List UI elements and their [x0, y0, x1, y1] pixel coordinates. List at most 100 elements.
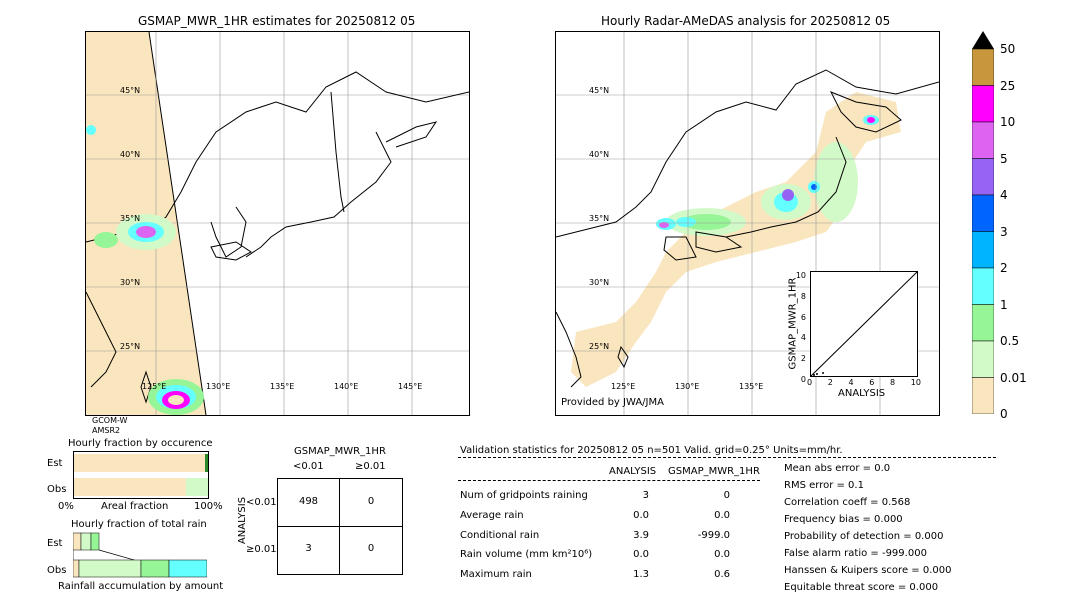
- left-lat-label: 45°N: [120, 86, 140, 95]
- occurrence-obs-label: Obs: [47, 484, 67, 495]
- validation-row-analysis: 0.0: [633, 549, 649, 560]
- left-lat-label: 25°N: [120, 342, 140, 351]
- satellite-label: GCOM-W: [92, 416, 128, 425]
- right-map-title: Hourly Radar-AMeDAS analysis for 2025081…: [601, 14, 891, 28]
- inset-xlabel: ANALYSIS: [838, 388, 886, 399]
- colorbar-label: 0.01: [1000, 371, 1027, 385]
- left-lat-label: 35°N: [120, 214, 140, 223]
- validation-row-label: Average rain: [460, 510, 524, 521]
- contingency-col2: ≥0.01: [355, 461, 386, 472]
- occurrence-axis-left: 0%: [58, 501, 74, 512]
- validation-col-gsmap: GSMAP_MWR_1HR: [668, 466, 760, 477]
- sensor-label: AMSR2: [92, 426, 121, 435]
- inset-scatter-plot: [810, 271, 918, 377]
- occurrence-axis-label: Areal fraction: [101, 501, 169, 512]
- validation-row-gsmap: 0.0: [714, 549, 730, 560]
- inset-x-tick: 6: [869, 378, 875, 387]
- left-rain: [86, 125, 204, 415]
- left-lon-label: 145°E: [398, 382, 422, 391]
- colorbar-label: 0.5: [1000, 334, 1020, 348]
- left-lon-label: 140°E: [334, 382, 358, 391]
- contingency-cell: 0: [367, 496, 375, 507]
- provider-label: Provided by JWA/JMA: [561, 397, 664, 408]
- inset-y-tick: 10: [795, 271, 806, 280]
- score-line: Probability of detection = 0.000: [784, 531, 944, 542]
- colorbar-label: 3: [1000, 225, 1008, 239]
- total-rain-chart: [73, 532, 207, 578]
- validation-row-gsmap: 0: [723, 490, 730, 501]
- left-lon-label: 135°E: [270, 382, 294, 391]
- inset-y-tick: 0: [800, 374, 806, 384]
- score-line: Frequency bias = 0.000: [784, 514, 903, 525]
- right-map: 45°N 40°N 35°N 30°N 25°N 125°E 130°E 135…: [555, 31, 940, 416]
- score-line: Correlation coeff = 0.568: [784, 497, 911, 508]
- validation-row-analysis: 0.0: [633, 510, 649, 521]
- colorbar-label: 4: [1000, 188, 1008, 202]
- right-coastlines: [556, 69, 939, 388]
- right-lon-label: 130°E: [675, 382, 699, 391]
- score-line: RMS error = 0.1: [784, 480, 864, 491]
- validation-row-label: Conditional rain: [460, 530, 540, 541]
- total-rain-obs-label: Obs: [47, 565, 67, 576]
- validation-row-gsmap: -999.0: [697, 530, 730, 541]
- inset-y-tick: 6: [800, 312, 806, 322]
- validation-subdivider: [458, 480, 760, 481]
- occurrence-est-label: Est: [47, 458, 63, 469]
- inset-y-tick: 4: [800, 333, 806, 343]
- right-grid: [556, 32, 939, 415]
- colorbar-label: 2: [1000, 261, 1008, 275]
- right-lat-label: 45°N: [589, 86, 609, 95]
- colorbar: [972, 31, 994, 414]
- contingency-cell: 3: [305, 543, 312, 554]
- inset-y-ticks: 10 8 6 4 2 0: [794, 266, 806, 391]
- inset-x-tick: 0: [807, 378, 813, 387]
- validation-row-analysis: 1.3: [633, 569, 649, 580]
- score-line: Hanssen & Kuipers score = 0.000: [784, 565, 952, 576]
- right-lat-label: 30°N: [589, 278, 609, 287]
- colorbar-arrow: [972, 31, 994, 49]
- occurrence-chart: [73, 451, 209, 499]
- occurrence-obs-bar: [74, 478, 187, 496]
- occurrence-axis-right: 100%: [194, 501, 223, 512]
- left-lat-label: 40°N: [120, 150, 140, 159]
- validation-row-label: Maximum rain: [460, 569, 532, 580]
- colorbar-label: 10: [1000, 115, 1016, 129]
- colorbar-label: 1: [1000, 298, 1008, 312]
- total-rain-title: Hourly fraction of total rain: [71, 519, 207, 530]
- occurrence-est-bar: [74, 454, 206, 472]
- contingency-table: 498 0 3 0: [277, 478, 403, 575]
- total-rain-est-label: Est: [47, 538, 63, 549]
- score-line: Equitable threat score = 0.000: [784, 582, 939, 593]
- inset-x-tick: 2: [827, 378, 833, 387]
- colorbar-label: 0: [1000, 407, 1008, 421]
- left-map-canvas: 45°N 40°N 35°N 30°N 25°N 125°E 130°E 135…: [86, 32, 469, 415]
- colorbar-label: 50: [1000, 42, 1016, 56]
- colorbar-label: 5: [1000, 152, 1008, 166]
- inset-x-tick: 10: [910, 378, 921, 387]
- contingency-col1: <0.01: [293, 461, 324, 472]
- right-lat-label: 35°N: [589, 214, 609, 223]
- inset-y-tick: 8: [800, 291, 806, 301]
- left-lat-label: 30°N: [120, 278, 140, 287]
- validation-row-analysis: 3.9: [633, 530, 649, 541]
- occurrence-est-wet: [205, 454, 208, 472]
- inset-x-tick: 4: [848, 378, 854, 387]
- occurrence-obs-wet: [186, 478, 208, 496]
- inset-x-ticks: 0 2 4 6 8 10: [807, 378, 921, 387]
- inset-ylabel: GSMAP_MWR_1HR: [787, 277, 799, 370]
- left-lon-label: 125°E: [142, 382, 166, 391]
- contingency-title: GSMAP_MWR_1HR: [294, 446, 386, 457]
- left-lon-label: 130°E: [206, 382, 230, 391]
- analysis-rain: [656, 115, 879, 236]
- validation-row-gsmap: 0.6: [714, 569, 730, 580]
- inset-x-tick: 8: [890, 378, 896, 387]
- contingency-cell: 498: [298, 496, 319, 507]
- right-lat-label: 40°N: [589, 150, 609, 159]
- occurrence-title: Hourly fraction by occurence: [68, 438, 213, 449]
- score-line: False alarm ratio = -999.000: [784, 548, 927, 559]
- validation-row-label: Rain volume (mm km²10⁶): [460, 549, 593, 560]
- right-map-canvas: 45°N 40°N 35°N 30°N 25°N 125°E 130°E 135…: [556, 32, 939, 415]
- validation-row-label: Num of gridpoints raining: [460, 490, 588, 501]
- contingency-row1: <0.01: [246, 497, 277, 508]
- score-line: Mean abs error = 0.0: [784, 463, 891, 474]
